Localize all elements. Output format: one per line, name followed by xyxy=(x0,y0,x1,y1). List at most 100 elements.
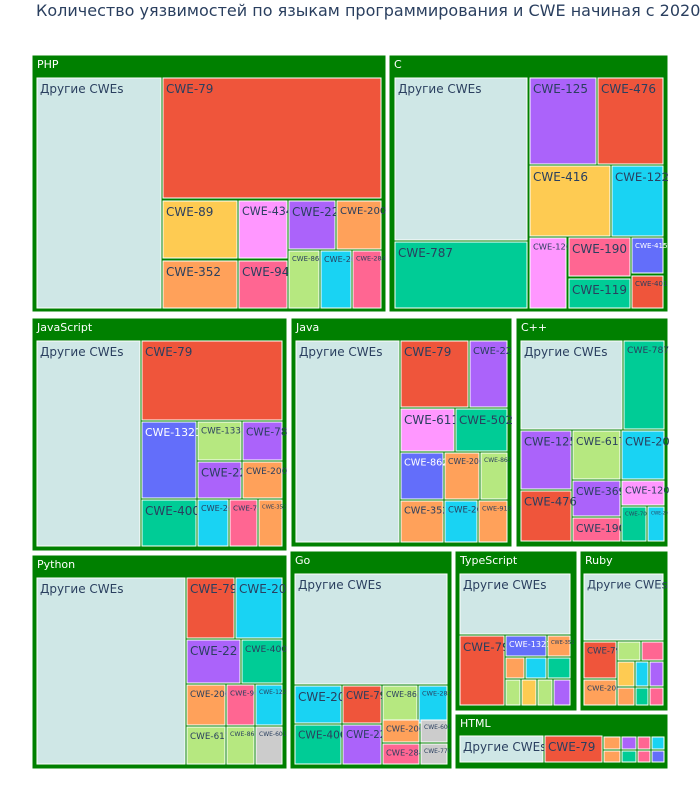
tile-cwe-20[interactable] xyxy=(320,250,352,309)
tile-cwe-120[interactable] xyxy=(529,237,567,309)
tile-cwe-787[interactable] xyxy=(623,340,665,430)
tile-cwe-352[interactable] xyxy=(258,499,283,547)
tile-small[interactable] xyxy=(521,679,537,706)
tile-cwe-122[interactable] xyxy=(611,165,664,237)
tile-small[interactable] xyxy=(617,661,635,687)
tile-small[interactable] xyxy=(635,661,649,687)
tile-cwe-190[interactable] xyxy=(568,237,631,277)
tile-cwe-79[interactable] xyxy=(162,77,382,199)
tile-cwe-434[interactable] xyxy=(238,200,288,259)
tile-cwe-1333[interactable] xyxy=(197,421,242,461)
tile-cwe-601[interactable] xyxy=(255,726,283,765)
tile-cwe-863[interactable] xyxy=(480,452,508,500)
tile-cwe-119[interactable] xyxy=(568,278,631,309)
tile-другие-cwes[interactable] xyxy=(36,340,141,547)
tile-small[interactable] xyxy=(651,750,665,763)
tile-cwe-190[interactable] xyxy=(572,517,621,542)
tile-cwe-862[interactable] xyxy=(400,452,444,500)
tile-cwe-352[interactable] xyxy=(162,260,238,309)
tile-small[interactable] xyxy=(651,736,665,750)
tile-другие-cwes[interactable] xyxy=(394,77,528,241)
tile-другие-cwes[interactable] xyxy=(459,573,571,635)
tile-другие-cwes[interactable] xyxy=(36,577,186,765)
tile-cwe-20[interactable] xyxy=(197,499,229,547)
tile-cwe-78[interactable] xyxy=(242,421,283,461)
tile-small[interactable] xyxy=(621,736,637,750)
tile-cwe-79[interactable] xyxy=(186,577,235,639)
tile-small[interactable] xyxy=(649,687,664,706)
tile-cwe-617[interactable] xyxy=(186,726,226,765)
tile-small[interactable] xyxy=(635,687,649,706)
tile-cwe-863[interactable] xyxy=(226,726,255,765)
tile-cwe-918[interactable] xyxy=(478,500,508,543)
tile-cwe-284[interactable] xyxy=(382,743,420,765)
tile-другие-cwes[interactable] xyxy=(583,573,664,641)
tile-cwe-284[interactable] xyxy=(352,250,382,309)
tile-cwe-787[interactable] xyxy=(394,241,528,309)
tile-cwe-476[interactable] xyxy=(597,77,664,165)
tile-cwe-122[interactable] xyxy=(255,684,283,726)
tile-cwe-79[interactable] xyxy=(544,735,603,763)
tile-cwe-125[interactable] xyxy=(529,77,597,165)
tile-cwe-79[interactable] xyxy=(583,641,617,679)
tile-cwe-79[interactable] xyxy=(400,340,469,408)
tile-small[interactable] xyxy=(637,750,651,763)
tile-cwe-400[interactable] xyxy=(141,499,197,547)
tile-cwe-200[interactable] xyxy=(242,461,283,499)
tile-small[interactable] xyxy=(649,661,664,687)
tile-cwe-352[interactable] xyxy=(400,500,444,543)
tile-cwe-20[interactable] xyxy=(235,577,283,639)
tile-small[interactable] xyxy=(603,736,621,750)
tile-cwe-200[interactable] xyxy=(336,200,382,250)
tile-cwe-400[interactable] xyxy=(294,724,342,765)
tile-cwe-79[interactable] xyxy=(342,685,382,724)
tile-cwe-22[interactable] xyxy=(186,639,241,684)
tile-small[interactable] xyxy=(547,657,571,679)
tile-small[interactable] xyxy=(617,687,635,706)
tile-cwe-79[interactable] xyxy=(459,635,505,706)
tile-cwe-89[interactable] xyxy=(162,200,238,259)
tile-cwe-287[interactable] xyxy=(418,685,448,724)
tile-cwe-707[interactable] xyxy=(621,506,647,542)
tile-cwe-1321[interactable] xyxy=(141,421,197,499)
tile-cwe-617[interactable] xyxy=(572,430,621,480)
tile-small[interactable] xyxy=(637,736,651,750)
tile-cwe-770[interactable] xyxy=(420,743,448,765)
tile-cwe-1321[interactable] xyxy=(505,635,547,657)
tile-другие-cwes[interactable] xyxy=(459,735,544,763)
tile-cwe-863[interactable] xyxy=(288,250,320,309)
tile-cwe-400[interactable] xyxy=(241,639,283,684)
tile-cwe-401[interactable] xyxy=(631,275,664,309)
tile-другие-cwes[interactable] xyxy=(295,340,400,543)
tile-cwe-352[interactable] xyxy=(547,635,571,657)
tile-cwe-120[interactable] xyxy=(621,480,665,506)
tile-cwe-200[interactable] xyxy=(444,452,480,500)
tile-small[interactable] xyxy=(505,657,525,679)
tile-small[interactable] xyxy=(621,750,637,763)
tile-cwe-200[interactable] xyxy=(583,679,617,706)
tile-small[interactable] xyxy=(553,679,571,706)
tile-другие-cwes[interactable] xyxy=(36,77,162,309)
tile-cwe-601[interactable] xyxy=(420,719,448,743)
tile-cwe-502[interactable] xyxy=(455,408,508,452)
tile-cwe-22[interactable] xyxy=(469,340,508,408)
tile-cwe-20[interactable] xyxy=(647,506,665,542)
tile-cwe-79[interactable] xyxy=(141,340,283,421)
tile-cwe-20[interactable] xyxy=(621,430,665,480)
tile-small[interactable] xyxy=(537,679,553,706)
tile-cwe-415[interactable] xyxy=(631,237,664,274)
tile-small[interactable] xyxy=(617,641,641,661)
tile-cwe-369[interactable] xyxy=(572,480,621,517)
tile-cwe-200[interactable] xyxy=(186,684,226,726)
tile-cwe-94[interactable] xyxy=(226,684,255,726)
tile-small[interactable] xyxy=(603,750,621,763)
tile-cwe-416[interactable] xyxy=(529,165,611,237)
tile-small[interactable] xyxy=(505,679,521,706)
tile-cwe-20[interactable] xyxy=(444,500,478,543)
tile-cwe-863[interactable] xyxy=(382,685,418,724)
tile-cwe-476[interactable] xyxy=(520,490,572,542)
tile-другие-cwes[interactable] xyxy=(294,573,448,685)
tile-cwe-94[interactable] xyxy=(238,260,288,309)
tile-cwe-22[interactable] xyxy=(288,200,336,250)
tile-small[interactable] xyxy=(641,641,664,661)
